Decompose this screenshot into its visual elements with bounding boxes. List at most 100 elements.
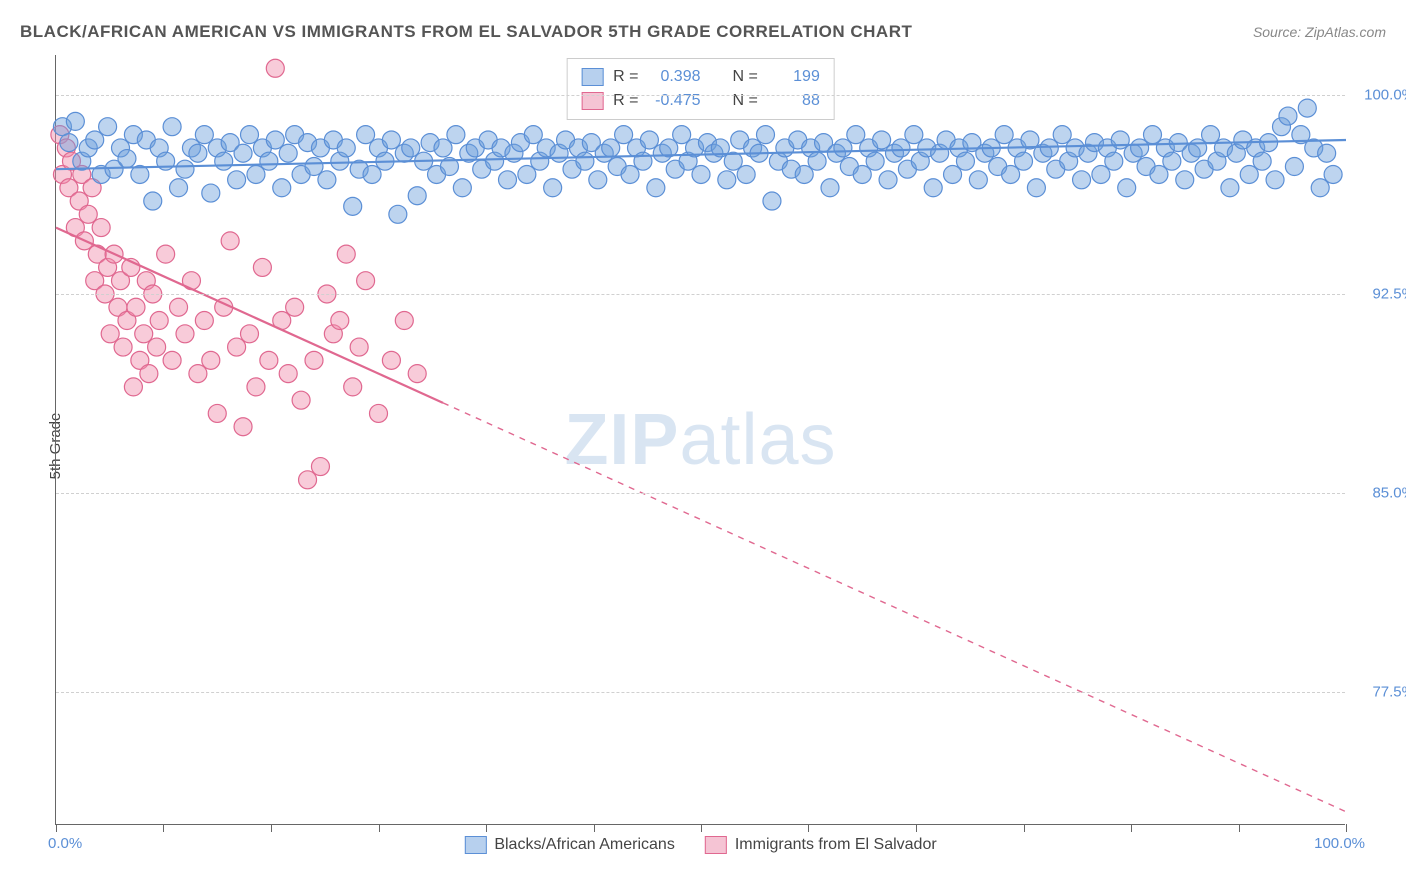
scatter-plot-svg: [56, 55, 1345, 824]
plot-area: ZIPatlas R = 0.398 N = 199 R = -0.475 N …: [55, 55, 1345, 825]
x-tick: [271, 824, 272, 832]
scatter-point: [357, 272, 375, 290]
scatter-point: [228, 338, 246, 356]
scatter-point: [99, 118, 117, 136]
scatter-point: [969, 171, 987, 189]
scatter-point: [331, 312, 349, 330]
gridline: [56, 692, 1345, 693]
source-credit: Source: ZipAtlas.com: [1253, 24, 1386, 40]
scatter-point: [1176, 171, 1194, 189]
scatter-point: [692, 165, 710, 183]
scatter-point: [944, 165, 962, 183]
scatter-point: [228, 171, 246, 189]
source-name: ZipAtlas.com: [1305, 24, 1386, 40]
legend-item-blue: Blacks/African Americans: [464, 836, 675, 854]
scatter-point: [905, 126, 923, 144]
scatter-point: [995, 126, 1013, 144]
scatter-point: [1318, 144, 1336, 162]
scatter-point: [1285, 158, 1303, 176]
scatter-point: [344, 197, 362, 215]
scatter-point: [344, 378, 362, 396]
gridline: [56, 294, 1345, 295]
title-bar: BLACK/AFRICAN AMERICAN VS IMMIGRANTS FRO…: [20, 22, 1386, 42]
trend-line-dashed: [443, 403, 1346, 812]
x-tick: [1131, 824, 1132, 832]
scatter-point: [853, 165, 871, 183]
scatter-point: [86, 131, 104, 149]
legend-swatch-blue-icon: [464, 836, 486, 854]
scatter-point: [673, 126, 691, 144]
scatter-point: [873, 131, 891, 149]
scatter-point: [163, 118, 181, 136]
r-value-blue: 0.398: [649, 65, 701, 89]
y-tick-label: 85.0%: [1355, 485, 1406, 502]
scatter-point: [382, 351, 400, 369]
scatter-point: [389, 205, 407, 223]
scatter-point: [215, 152, 233, 170]
scatter-point: [1189, 139, 1207, 157]
legend-swatch-pink-icon: [705, 836, 727, 854]
scatter-point: [544, 179, 562, 197]
scatter-point: [247, 165, 265, 183]
scatter-point: [1279, 107, 1297, 125]
r-label: R =: [613, 89, 638, 113]
scatter-point: [357, 126, 375, 144]
x-tick: [594, 824, 595, 832]
scatter-point: [795, 165, 813, 183]
scatter-point: [241, 325, 259, 343]
scatter-point: [1015, 152, 1033, 170]
scatter-point: [1240, 165, 1258, 183]
scatter-point: [1311, 179, 1329, 197]
scatter-point: [879, 171, 897, 189]
y-tick-label: 100.0%: [1355, 86, 1406, 103]
legend-correlation-box: R = 0.398 N = 199 R = -0.475 N = 88: [566, 58, 835, 120]
scatter-point: [408, 187, 426, 205]
scatter-point: [286, 298, 304, 316]
scatter-point: [202, 184, 220, 202]
scatter-point: [1040, 139, 1058, 157]
scatter-point: [453, 179, 471, 197]
chart-container: BLACK/AFRICAN AMERICAN VS IMMIGRANTS FRO…: [0, 0, 1406, 892]
scatter-point: [524, 126, 542, 144]
x-tick: [701, 824, 702, 832]
scatter-point: [395, 312, 413, 330]
scatter-point: [279, 365, 297, 383]
scatter-point: [1150, 165, 1168, 183]
n-value-blue: 199: [768, 65, 820, 89]
scatter-point: [273, 179, 291, 197]
scatter-point: [1253, 152, 1271, 170]
scatter-point: [135, 325, 153, 343]
scatter-point: [499, 171, 517, 189]
scatter-point: [866, 152, 884, 170]
legend-swatch-blue: [581, 68, 603, 86]
scatter-point: [337, 245, 355, 263]
scatter-point: [170, 298, 188, 316]
scatter-point: [127, 298, 145, 316]
scatter-point: [847, 126, 865, 144]
x-tick: [1239, 824, 1240, 832]
scatter-point: [148, 338, 166, 356]
scatter-point: [114, 338, 132, 356]
scatter-point: [718, 171, 736, 189]
scatter-point: [176, 160, 194, 178]
scatter-point: [60, 134, 78, 152]
scatter-point: [1131, 139, 1149, 157]
legend-row-pink: R = -0.475 N = 88: [581, 89, 820, 113]
x-tick-label-max: 100.0%: [1314, 835, 1365, 852]
scatter-point: [170, 179, 188, 197]
scatter-point: [195, 312, 213, 330]
scatter-point: [647, 179, 665, 197]
scatter-point: [1073, 171, 1091, 189]
scatter-point: [266, 131, 284, 149]
x-tick: [56, 824, 57, 832]
scatter-point: [1105, 152, 1123, 170]
scatter-point: [1202, 126, 1220, 144]
scatter-point: [253, 258, 271, 276]
scatter-point: [757, 126, 775, 144]
scatter-point: [150, 312, 168, 330]
scatter-point: [892, 139, 910, 157]
scatter-point: [208, 404, 226, 422]
scatter-point: [118, 150, 136, 168]
x-tick: [1346, 824, 1347, 832]
scatter-point: [234, 418, 252, 436]
